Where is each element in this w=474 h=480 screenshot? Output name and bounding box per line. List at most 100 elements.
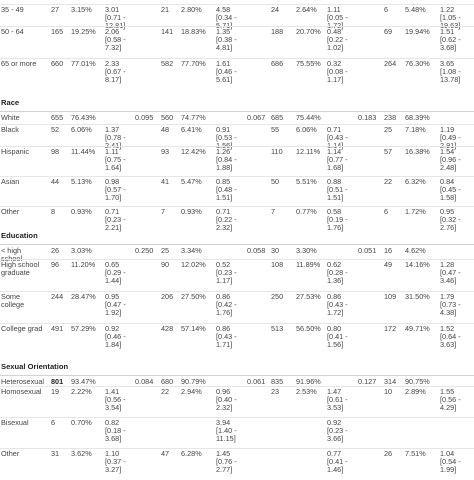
table-row: < high school 26 3.03% 0.250 25 3.34% 0.058 30 3… [0, 246, 474, 263]
count-cell: 7 [271, 207, 276, 216]
count-cell: 238 [384, 113, 397, 122]
odds-ratio-cell: 0.58 [0.19 - 1.76] [327, 207, 348, 232]
odds-ratio-cell: 1.51 [0.62 - 3.68] [440, 27, 461, 52]
percent-cell: 0.58% [71, 0, 92, 2]
percent-cell: 11.44% [71, 147, 96, 156]
count-cell: 428 [161, 324, 174, 333]
count-cell: 47 [161, 449, 170, 458]
odds-ratio-cell: 0.92 [0.46 - 1.84] [105, 324, 126, 349]
odds-ratio-cell: 0.82 [0.18 - 3.68] [105, 418, 126, 443]
count-cell: 31 [51, 449, 60, 458]
count-cell: 250 [271, 292, 284, 301]
p-value-cell: 0.061 [247, 377, 266, 386]
count-cell: 206 [161, 292, 174, 301]
p-value-cell: 0.058 [247, 246, 266, 255]
count-cell: 513 [271, 324, 284, 333]
odds-ratio-cell: 1.54 [0.96 - 2.48] [440, 147, 461, 172]
count-cell: 6 [51, 418, 56, 427]
count-cell: 244 [51, 292, 64, 301]
odds-ratio-cell: 0.71 [0.43 - 1.14] [327, 125, 348, 150]
percent-cell: 3.62% [71, 449, 92, 458]
row-divider [0, 417, 474, 418]
percent-cell: 76.30% [405, 59, 430, 68]
odds-ratio-cell: 3.94 [1.40 - 11.15] [216, 418, 237, 443]
percent-cell: 5.48% [405, 5, 426, 14]
row-label: Homosexual [1, 387, 42, 396]
odds-ratio-cell: 0.95 [0.47 - 1.92] [105, 292, 126, 317]
count-cell: 655 [51, 113, 64, 122]
odds-ratio-cell: 0.77 [0.41 - 1.46] [327, 449, 348, 474]
percent-cell: 2.22% [71, 387, 92, 396]
percent-cell: 11.20% [71, 260, 96, 269]
percent-cell: 12.42% [181, 147, 206, 156]
row-divider [0, 448, 474, 449]
count-cell: 5 [161, 0, 165, 2]
count-cell: 41 [161, 177, 170, 186]
percent-cell: 0.70% [71, 418, 92, 427]
row-label: Black [1, 125, 19, 134]
count-cell: 22 [384, 177, 393, 186]
percent-cell: 93.47% [71, 377, 96, 386]
count-cell: 19 [51, 387, 60, 396]
count-cell: 680 [161, 377, 174, 386]
row-label: Other [1, 207, 20, 216]
odds-ratio-cell: 0.91 [0.53 - 1.56] [216, 125, 237, 150]
table-row: Homosexual 19 2.22% 1.41 [0.56 - 3.54] 22 2.9… [0, 388, 474, 419]
count-cell: 98 [51, 147, 60, 156]
percent-cell: 4.62% [405, 246, 426, 255]
row-label: < high school [1, 246, 22, 263]
count-cell: 7 [161, 207, 166, 216]
odds-ratio-cell: 1.35 [0.38 - 4.81] [216, 27, 237, 52]
row-divider [0, 206, 474, 207]
section-title: Race [1, 98, 20, 107]
odds-ratio-cell: 0.86 [0.42 - 1.76] [216, 292, 237, 317]
row-label: High school graduate [1, 260, 40, 277]
table-row: White 655 76.43% 0.095 560 74.77% 0.067 685 75.4… [0, 114, 474, 126]
p-value-cell: 0.011 [358, 0, 376, 2]
p-value-cell: 0.127 [358, 377, 377, 386]
p-value-cell: 0.040 [135, 0, 153, 2]
p-value-cell: 0.051 [358, 246, 377, 255]
count-cell: 10 [384, 387, 393, 396]
row-divider [0, 58, 474, 59]
odds-ratio-cell: 0.52 [0.23 - 1.17] [216, 260, 237, 285]
count-cell: 188 [271, 27, 284, 36]
row-divider [0, 323, 474, 324]
odds-ratio-cell: 0.65 [0.29 - 1.44] [105, 260, 126, 285]
row-label: White [1, 113, 20, 122]
odds-ratio-cell: 1.37 [0.78 - 2.41] [105, 125, 126, 150]
odds-ratio-cell: 0.48 [0.22 - 1.02] [327, 27, 348, 52]
table-row: 65 or more 660 77.01% 2.33 [0.67 - 8.17] 582… [0, 60, 474, 92]
odds-ratio-cell: 1.45 [0.76 - 2.77] [216, 449, 237, 474]
row-label: 65 or more [1, 59, 37, 68]
percent-cell: 74.77% [181, 113, 206, 122]
percent-cell: 77.70% [181, 59, 206, 68]
row-divider [0, 259, 474, 260]
table-row: Heterosexual 801 93.47% 0.084 680 90.79% 0.061… [0, 378, 474, 388]
p-value-cell: 0.041 [247, 0, 265, 2]
count-cell: 6 [384, 207, 389, 216]
row-divider [0, 176, 474, 177]
count-cell: 5 [51, 0, 55, 2]
percent-cell: 14.16% [405, 260, 430, 269]
count-cell: 26 [384, 449, 393, 458]
percent-cell: 12.02% [181, 260, 206, 269]
row-divider [0, 291, 474, 292]
percent-cell: 0.77% [296, 207, 317, 216]
percent-cell: 3.30% [296, 246, 317, 255]
count-cell: 660 [51, 59, 64, 68]
percent-cell: 77.01% [71, 59, 96, 68]
percent-cell: 2.94% [181, 387, 202, 396]
percent-cell: 5.51% [296, 177, 317, 186]
percent-cell: 68.39% [405, 113, 430, 122]
table-row: College grad 491 57.29% 0.92 [0.46 - 1.84] 4… [0, 325, 474, 356]
odds-ratio-cell: 0.92 [0.23 - 3.66] [327, 418, 348, 443]
row-label: Hispanic [1, 147, 29, 156]
percent-cell: 20.70% [296, 27, 321, 36]
count-cell: 109 [384, 292, 397, 301]
row-divider [0, 386, 474, 387]
count-cell: 21 [161, 5, 170, 14]
odds-ratio-cell: 3.65 [1.08 - 13.78] [440, 59, 461, 84]
percent-cell: 6.32% [405, 177, 426, 186]
